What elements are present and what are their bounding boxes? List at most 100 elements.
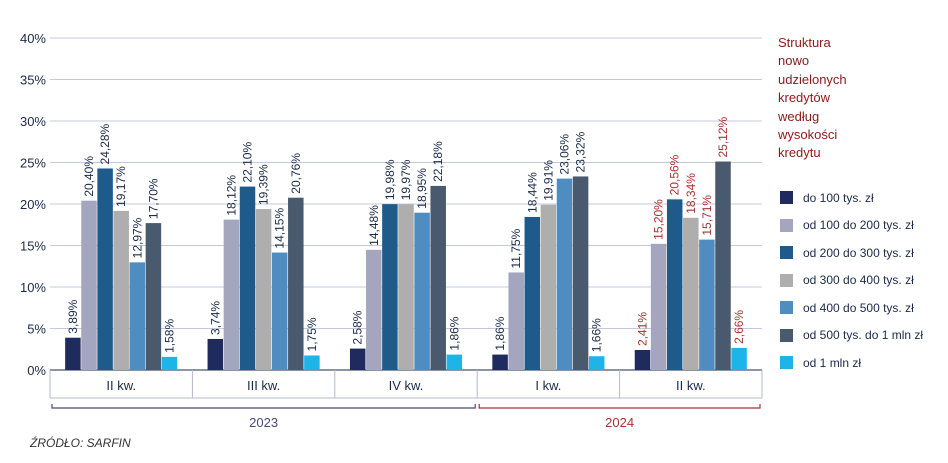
data-label: 18,95% xyxy=(415,168,429,209)
legend-label: od 1 mln zł xyxy=(803,355,862,370)
chart-title-line: według xyxy=(778,108,820,124)
bar xyxy=(382,204,398,370)
year-bracket xyxy=(478,404,761,409)
data-label: 1,58% xyxy=(163,319,177,353)
bar xyxy=(430,185,446,370)
bar xyxy=(97,168,113,370)
data-label: 17,70% xyxy=(146,178,160,219)
data-label: 3,74% xyxy=(208,301,222,335)
data-label: 22,10% xyxy=(241,142,255,183)
legend-swatch xyxy=(780,301,793,315)
data-label: 23,06% xyxy=(558,134,572,175)
data-label: 23,32% xyxy=(574,131,588,172)
data-label: 22,18% xyxy=(431,141,445,182)
data-label: 15,20% xyxy=(652,199,666,240)
legend-label: od 200 do 300 tys. zł xyxy=(803,245,914,260)
data-label: 18,34% xyxy=(684,173,698,214)
legend-item: od 100 do 200 tys. zł xyxy=(780,212,923,240)
bar xyxy=(129,262,146,370)
bar xyxy=(349,348,366,370)
data-label: 2,41% xyxy=(636,312,650,346)
bar xyxy=(414,212,430,370)
data-label: 20,40% xyxy=(82,156,96,197)
bar xyxy=(588,356,605,370)
source-note: ŹRÓDŁO: SARFIN xyxy=(30,436,131,450)
legend-swatch xyxy=(780,218,793,232)
data-label: 19,98% xyxy=(383,159,397,200)
legend-item: od 500 tys. do 1 mln zł xyxy=(780,322,923,350)
y-tick-label: 30% xyxy=(20,114,46,129)
data-label: 14,48% xyxy=(367,205,381,246)
y-tick-label: 0% xyxy=(27,363,46,378)
y-axis: 0% 5% 10% 15% 20% 25% 30% 35% 40% xyxy=(20,31,46,378)
legend-label: od 500 tys. do 1 mln zł xyxy=(803,328,924,343)
y-tick-label: 40% xyxy=(20,31,46,46)
legend-item: do 100 tys. zł xyxy=(780,184,923,212)
data-label: 2,58% xyxy=(351,310,365,344)
chart-title-line: kredytów xyxy=(778,90,831,106)
data-label: 1,86% xyxy=(447,316,461,350)
legend-item: od 400 do 500 tys. zł xyxy=(780,294,923,322)
bar xyxy=(683,217,699,370)
chart-title-line: kredytu xyxy=(778,145,821,161)
bar xyxy=(161,356,178,370)
bar xyxy=(699,239,715,370)
legend-label: od 400 do 500 tys. zł xyxy=(803,300,914,315)
legend-label: od 300 do 400 tys. zł xyxy=(803,273,914,288)
chart-title-line: Struktura xyxy=(778,35,831,50)
bar xyxy=(223,219,240,370)
bar xyxy=(145,223,162,370)
data-label: 20,76% xyxy=(289,153,303,194)
y-tick-label: 10% xyxy=(20,280,46,295)
legend: do 100 tys. zł od 100 do 200 tys. zł od … xyxy=(780,184,923,377)
x-tick-label: I kw. xyxy=(535,378,561,393)
data-label: 14,15% xyxy=(273,208,287,249)
x-tick-label: II kw. xyxy=(106,378,136,393)
y-tick-label: 35% xyxy=(20,73,46,88)
data-label: 3,89% xyxy=(66,299,80,333)
chart-title-line: wysokości xyxy=(778,127,838,143)
legend-swatch xyxy=(780,246,793,260)
x-axis: II kw. III kw. IV kw. I kw. II kw. 2023 2024 xyxy=(49,370,763,430)
year-label: 2024 xyxy=(605,415,634,430)
bar xyxy=(366,249,382,370)
bar xyxy=(239,186,256,370)
bar xyxy=(207,338,224,370)
bar xyxy=(556,178,573,370)
data-label: 18,44% xyxy=(525,172,539,213)
data-label: 18,12% xyxy=(224,175,238,216)
legend-swatch xyxy=(780,356,793,370)
data-label: 1,66% xyxy=(590,318,604,352)
bar xyxy=(304,355,320,370)
data-label: 1,86% xyxy=(493,316,507,350)
data-label: 2,66% xyxy=(732,310,746,344)
bar xyxy=(650,243,667,370)
y-tick-label: 20% xyxy=(20,197,46,212)
y-tick-label: 15% xyxy=(20,239,46,254)
legend-item: od 200 do 300 tys. zł xyxy=(780,239,923,267)
legend-swatch xyxy=(780,191,793,205)
data-label: 11,75% xyxy=(509,228,523,268)
legend-item: od 1 mln zł xyxy=(780,349,923,377)
bar xyxy=(255,209,272,370)
data-label: 24,28% xyxy=(98,123,112,164)
bar xyxy=(666,199,683,370)
x-tick-label: IV kw. xyxy=(389,378,424,393)
data-label: 12,97% xyxy=(130,217,144,258)
data-label: 25,12% xyxy=(716,116,730,157)
bar xyxy=(731,347,747,370)
data-label: 15,71% xyxy=(700,195,714,236)
chart-title-line: nowo xyxy=(778,53,810,69)
bar xyxy=(446,354,463,370)
bar xyxy=(288,197,304,370)
bar xyxy=(572,176,589,370)
bar xyxy=(65,337,81,370)
y-tick-label: 25% xyxy=(20,156,46,171)
data-label: 1,75% xyxy=(305,317,319,351)
bar xyxy=(113,210,129,370)
legend-label: do 100 tys. zł xyxy=(803,190,874,205)
x-tick-label: II kw. xyxy=(676,378,706,393)
year-label: 2023 xyxy=(249,415,278,430)
bar xyxy=(271,252,288,370)
